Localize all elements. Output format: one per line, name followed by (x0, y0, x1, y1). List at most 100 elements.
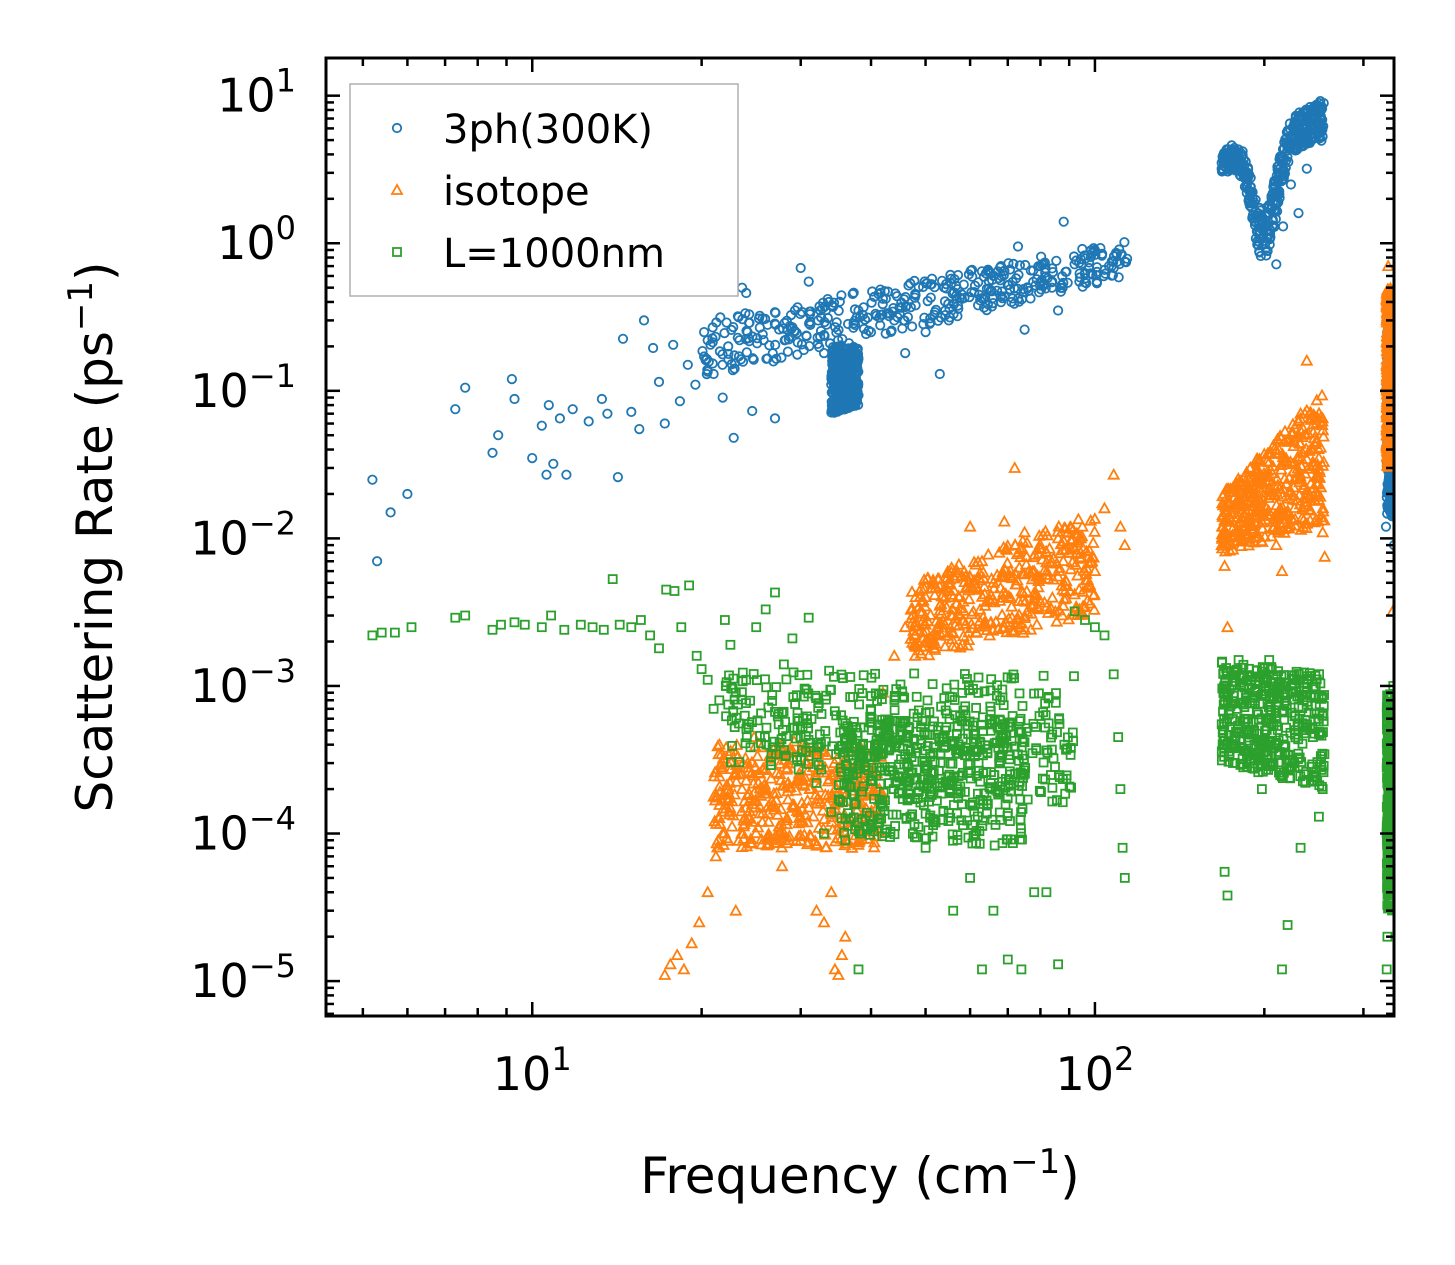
data-point (839, 351, 850, 362)
data-point (759, 313, 771, 324)
data-point (1051, 255, 1062, 266)
data-point (953, 303, 964, 314)
data-point (711, 739, 725, 752)
data-point (626, 406, 637, 417)
data-point (937, 582, 951, 594)
data-point (729, 774, 743, 787)
data-point (1119, 256, 1130, 267)
data-point (1302, 138, 1313, 149)
data-point (1307, 121, 1319, 132)
data-point (1074, 276, 1085, 287)
data-point (967, 573, 981, 586)
data-point (1037, 595, 1052, 608)
data-point (698, 326, 710, 338)
data-point (943, 315, 954, 326)
data-point (973, 573, 988, 586)
data-point (1041, 606, 1055, 618)
data-point (1301, 163, 1312, 174)
data-point (950, 280, 962, 291)
data-point (753, 800, 767, 813)
data-point (779, 317, 790, 329)
data-point (1230, 165, 1241, 176)
data-point (922, 648, 936, 661)
data-point (1053, 561, 1067, 573)
data-point (831, 327, 842, 338)
data-point (371, 556, 383, 567)
data-point (769, 413, 781, 424)
data-point (845, 351, 857, 362)
data-point (955, 637, 969, 650)
data-point (769, 307, 781, 318)
data-point (993, 594, 1007, 606)
data-point (795, 262, 806, 274)
data-point (988, 270, 999, 282)
data-point (819, 330, 830, 341)
data-point (867, 840, 881, 853)
data-point (1099, 264, 1110, 275)
data-point (749, 826, 763, 839)
data-point (794, 768, 808, 781)
data-point (1278, 221, 1289, 232)
data-point (756, 761, 770, 774)
data-point (897, 323, 908, 334)
data-point (900, 347, 911, 359)
data-point (561, 469, 572, 480)
data-point (1048, 604, 1062, 617)
data-point (1078, 600, 1092, 612)
data-point (780, 813, 794, 826)
data-point (934, 368, 945, 380)
data-point (952, 311, 963, 322)
data-point (682, 359, 693, 370)
data-point (1050, 614, 1064, 627)
data-point (982, 265, 994, 277)
data-point (761, 832, 775, 845)
data-point (847, 288, 858, 300)
data-point (732, 311, 744, 322)
data-point (997, 540, 1011, 553)
data-point (1273, 197, 1284, 208)
data-point (729, 350, 740, 361)
data-point (554, 413, 566, 424)
data-point (713, 779, 727, 792)
data-point (812, 820, 826, 833)
data-point (770, 339, 781, 350)
data-point (969, 286, 980, 298)
data-point (1018, 594, 1032, 607)
data-point (737, 819, 751, 832)
data-point (866, 297, 877, 308)
data-point (1033, 537, 1047, 550)
data-point (1079, 268, 1091, 279)
data-point (764, 799, 778, 812)
data-point (789, 305, 801, 316)
data-point (1035, 260, 1046, 272)
data-point (956, 289, 967, 300)
data-point (1024, 622, 1038, 635)
data-point (950, 290, 962, 301)
data-point (1055, 286, 1067, 297)
data-point (776, 352, 787, 363)
data-point (1086, 536, 1100, 548)
data-point (697, 345, 708, 357)
data-point (755, 815, 769, 827)
data-point (717, 392, 728, 403)
data-point (596, 393, 608, 405)
data-point (877, 293, 889, 304)
data-point (748, 760, 762, 772)
data-point (922, 278, 933, 289)
data-point (1073, 531, 1087, 544)
data-point (1025, 572, 1039, 585)
data-point (1020, 535, 1034, 548)
data-point (1080, 253, 1091, 264)
data-point (1058, 584, 1072, 597)
data-point (962, 583, 976, 596)
data-point (762, 837, 776, 850)
data-point (801, 330, 812, 341)
data-point (1009, 577, 1023, 590)
data-point (742, 326, 753, 338)
data-point (997, 585, 1011, 598)
data-point (1246, 187, 1257, 198)
data-point (836, 381, 848, 393)
data-point (1241, 173, 1252, 184)
data-point (1282, 145, 1293, 156)
data-point (952, 269, 964, 281)
